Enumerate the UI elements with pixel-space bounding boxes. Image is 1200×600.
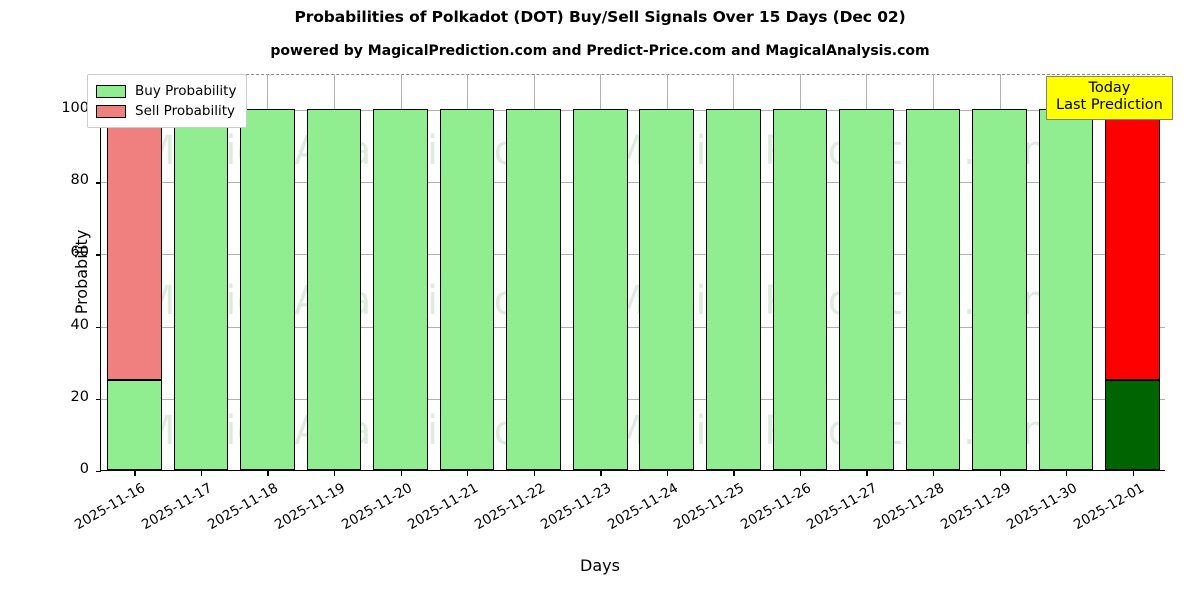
x-axis-tick (267, 471, 269, 476)
x-axis-tick (533, 471, 535, 476)
bar-segment-buy[interactable] (373, 109, 428, 470)
x-axis-tick (333, 471, 336, 476)
x-axis-tick (799, 471, 802, 476)
gridline-horizontal (101, 326, 1165, 328)
bar-segment-buy[interactable] (1038, 109, 1094, 470)
bar-segment-buy[interactable] (905, 109, 961, 470)
x-axis-tick (666, 471, 669, 476)
x-axis-tick (200, 471, 203, 476)
bar-group[interactable] (373, 74, 428, 470)
today-annotation-line2: Last Prediction (1056, 97, 1163, 114)
y-axis-tick-label: 80 (70, 172, 89, 189)
bar-group[interactable] (639, 74, 695, 470)
bar-segment-buy[interactable] (173, 109, 229, 470)
plot-inner: MagicalAnalysis.comMagicalPrediction.com… (101, 74, 1165, 470)
bar-segment-buy[interactable] (1105, 379, 1160, 470)
x-axis-tick (600, 471, 602, 476)
gridline-horizontal (101, 398, 1165, 400)
y-axis-tick (96, 182, 101, 184)
bar-segment-buy[interactable] (572, 109, 628, 470)
bar-group[interactable] (1038, 74, 1094, 470)
bar-segment-buy[interactable] (839, 109, 894, 470)
bar-segment-sell[interactable] (106, 109, 162, 380)
legend-item-buy[interactable]: Buy Probability (96, 81, 236, 101)
y-axis-tick (96, 254, 101, 256)
y-axis-tick-label: 20 (70, 388, 89, 405)
y-axis-tick-label: 100 (61, 100, 89, 117)
bar-group[interactable] (572, 74, 628, 470)
y-axis-tick (96, 398, 101, 401)
bar-segment-sell[interactable] (1105, 109, 1160, 380)
gridline-horizontal (101, 110, 1165, 112)
bar-group[interactable] (905, 74, 961, 470)
x-axis-tick (1132, 471, 1135, 476)
y-axis-tick (96, 326, 101, 328)
bar-group[interactable] (1105, 74, 1160, 470)
today-annotation-line1: Today (1088, 80, 1131, 96)
bar-group[interactable] (306, 74, 362, 470)
bar-segment-buy[interactable] (439, 109, 495, 470)
chart-legend[interactable]: Buy Probability Sell Probability (87, 74, 248, 128)
bar-group[interactable] (506, 74, 561, 470)
bar-segment-buy[interactable] (772, 109, 828, 470)
bar-segment-buy[interactable] (240, 109, 295, 470)
x-axis-tick (933, 471, 935, 476)
x-axis-tick (999, 471, 1001, 476)
y-axis-tick-label: 40 (70, 316, 89, 333)
bar-group[interactable] (972, 74, 1027, 470)
y-axis-label: Probability (71, 229, 91, 315)
bar-segment-buy[interactable] (306, 109, 362, 470)
x-axis-tick (1066, 471, 1068, 476)
bar-segment-buy[interactable] (706, 109, 761, 470)
bar-group[interactable] (240, 74, 295, 470)
legend-swatch-sell (96, 104, 126, 118)
y-axis-tick (96, 471, 101, 473)
x-axis-tick (400, 471, 402, 476)
x-axis-label: Days (580, 556, 620, 575)
y-axis-tick-label: 0 (79, 461, 89, 477)
bar-segment-buy[interactable] (639, 109, 695, 470)
x-axis-tick (866, 471, 868, 476)
gridline-horizontal (101, 182, 1165, 184)
bar-group[interactable] (106, 74, 162, 470)
reference-line (101, 74, 1165, 75)
bar-segment-buy[interactable] (506, 109, 561, 470)
bar-group[interactable] (439, 74, 495, 470)
today-annotation: Today Last Prediction (1046, 76, 1173, 121)
plot-area: MagicalAnalysis.comMagicalPrediction.com… (61, 74, 1165, 533)
legend-swatch-buy (96, 84, 126, 98)
x-axis-tick (134, 471, 136, 476)
y-axis-tick-label: 60 (70, 244, 89, 261)
bar-segment-buy[interactable] (106, 379, 162, 470)
legend-label-sell: Sell Probability (135, 103, 236, 119)
bar-group[interactable] (173, 74, 229, 470)
bar-group[interactable] (772, 74, 828, 470)
bar-group[interactable] (839, 74, 894, 470)
bar-group[interactable] (706, 74, 761, 470)
page-title: Probabilities of Polkadot (DOT) Buy/Sell… (294, 8, 906, 26)
bar-segment-buy[interactable] (972, 109, 1027, 470)
gridline-horizontal (101, 254, 1165, 256)
x-axis-tick (733, 471, 735, 476)
x-axis-tick (467, 471, 469, 476)
legend-label-buy: Buy Probability (135, 83, 237, 99)
legend-item-sell[interactable]: Sell Probability (96, 101, 236, 121)
chart-subtitle: powered by MagicalPrediction.com and Pre… (270, 43, 930, 59)
